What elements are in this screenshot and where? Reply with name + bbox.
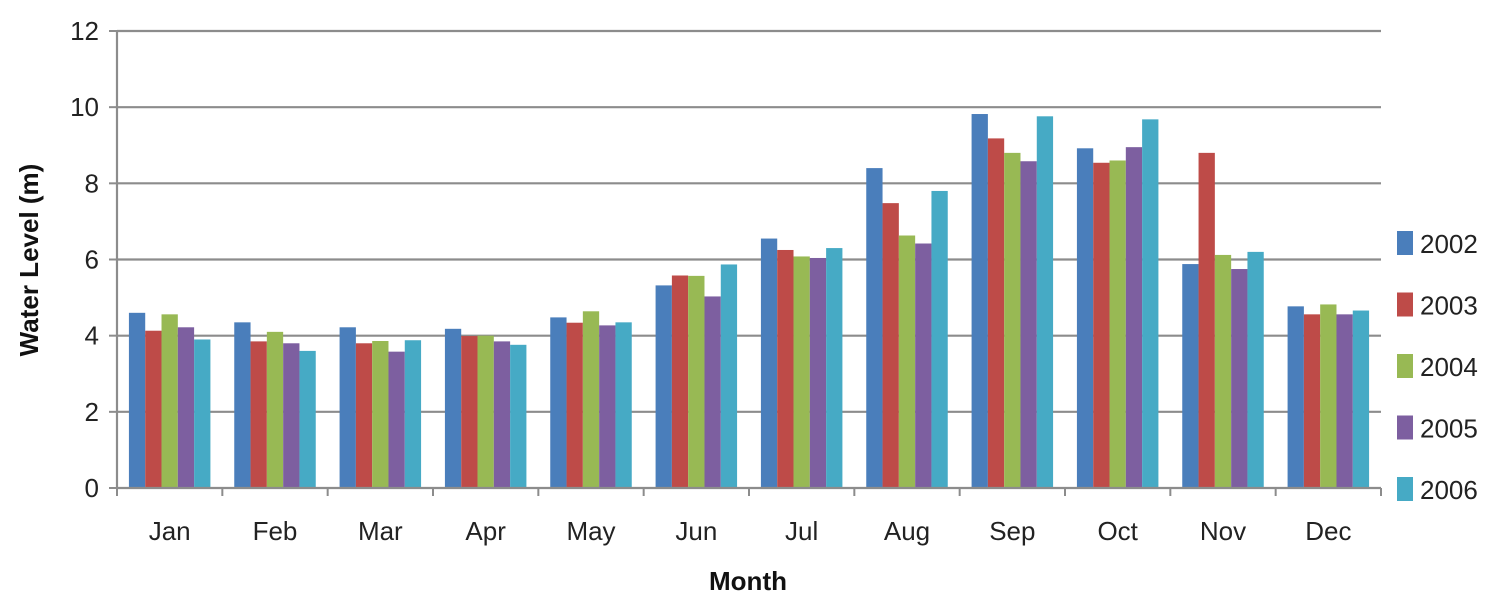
bar-2002-apr: [444, 328, 462, 488]
bar-2003-jun: [671, 275, 689, 488]
bar-2003-apr: [461, 336, 478, 488]
x-tick-label: Oct: [1097, 516, 1138, 546]
bar-2002-nov: [1182, 264, 1199, 488]
bar-2003-jul: [777, 249, 794, 488]
bar-2006-feb: [299, 350, 316, 488]
axes: [109, 30, 1382, 496]
y-tick-label: 4: [85, 321, 99, 351]
bar-2004-nov: [1214, 254, 1232, 488]
bar-2004-may: [582, 311, 600, 488]
x-tick-label: Jan: [149, 516, 191, 546]
bar-2005-jul: [809, 257, 827, 488]
x-tick-label: Sep: [989, 516, 1035, 546]
bar-2002-jan: [128, 312, 146, 488]
bar-2006-oct: [1142, 119, 1159, 488]
bar-2005-oct: [1125, 147, 1143, 488]
bar-2004-dec: [1320, 304, 1337, 488]
y-axis-title: Water Level (m): [14, 164, 44, 357]
legend-label: 2004: [1420, 352, 1478, 382]
bar-2004-mar: [372, 340, 389, 488]
bar-2006-jan: [194, 339, 211, 488]
bar-2005-dec: [1336, 314, 1353, 488]
legend: 2002 2003 2004 2005 2006: [1397, 229, 1478, 505]
bar-2003-aug: [882, 203, 899, 489]
y-tick-labels: 0 2 4 6 8 10 12: [70, 16, 99, 503]
y-tick-label: 12: [70, 16, 99, 46]
x-tick-labels: Jan Feb Mar Apr May Jun Jul Aug Sep Oct Nov Dec: [149, 516, 1352, 546]
legend-swatch: [1397, 292, 1413, 317]
bar-2003-dec: [1303, 314, 1321, 488]
x-tick-label: Jun: [675, 516, 717, 546]
bar-2002-sep: [971, 114, 988, 488]
bar-2005-jun: [704, 296, 721, 488]
bar-2006-apr: [510, 344, 527, 488]
legend-label: 2003: [1420, 291, 1478, 321]
bar-2005-may: [599, 325, 616, 488]
y-tick-label: 6: [85, 245, 99, 275]
bar-2006-may: [615, 322, 632, 488]
legend-swatch: [1397, 231, 1413, 255]
bar-2004-apr: [477, 335, 494, 488]
y-tick-label: 0: [85, 473, 99, 503]
x-tick-label: Dec: [1305, 516, 1351, 546]
x-tick-label: Apr: [465, 516, 506, 546]
x-tick-label: May: [566, 516, 615, 546]
bar-2002-mar: [339, 327, 356, 488]
bar-2006-mar: [404, 340, 422, 488]
bar-2006-sep: [1036, 116, 1054, 488]
bar-2002-jun: [655, 285, 672, 488]
bar-2002-oct: [1076, 148, 1094, 488]
bar-2006-aug: [931, 190, 948, 488]
bars: [128, 114, 1370, 489]
bar-2004-feb: [266, 331, 284, 488]
bar-2002-feb: [234, 322, 251, 488]
x-tick-label: Jul: [785, 516, 818, 546]
bar-2006-dec: [1352, 310, 1370, 488]
bar-2004-jul: [793, 256, 810, 488]
legend-swatch: [1397, 415, 1413, 440]
legend-swatch: [1397, 477, 1413, 501]
legend-label: 2005: [1420, 414, 1478, 444]
x-tick-label: Mar: [358, 516, 403, 546]
bar-2004-aug: [898, 235, 916, 488]
bar-2005-feb: [283, 343, 300, 488]
bar-2003-oct: [1093, 162, 1110, 489]
bar-2006-jul: [826, 248, 843, 488]
bar-2003-jan: [145, 330, 162, 488]
bar-2003-nov: [1198, 152, 1215, 488]
legend-swatch: [1397, 354, 1413, 378]
bar-2002-aug: [866, 168, 883, 488]
bar-2005-jan: [177, 327, 195, 488]
bar-2005-aug: [915, 243, 932, 488]
bar-2004-oct: [1109, 160, 1126, 488]
bar-2005-apr: [493, 341, 511, 488]
bar-2004-jan: [161, 314, 178, 488]
bar-2006-jun: [720, 264, 738, 488]
bar-2002-jul: [760, 238, 778, 488]
x-tick-label: Feb: [253, 516, 298, 546]
bar-2003-feb: [250, 341, 267, 488]
bar-2005-sep: [1020, 161, 1037, 488]
bar-2002-may: [550, 317, 567, 488]
bar-2006-nov: [1247, 251, 1264, 488]
y-tick-label: 8: [85, 168, 99, 198]
gridlines: [117, 29, 1381, 413]
x-tick-label: Nov: [1200, 516, 1246, 546]
bar-2002-dec: [1287, 306, 1304, 488]
legend-label: 2006: [1420, 475, 1478, 505]
x-axis-title: Month: [709, 566, 787, 595]
bar-2005-mar: [388, 351, 405, 488]
bar-2003-sep: [987, 138, 1005, 488]
y-tick-label: 2: [85, 397, 99, 427]
bar-2003-may: [566, 322, 583, 488]
x-tick-label: Aug: [884, 516, 930, 546]
legend-label: 2002: [1420, 229, 1478, 259]
bar-2004-jun: [688, 275, 705, 488]
bar-2004-sep: [1004, 152, 1021, 488]
y-tick-label: 10: [70, 92, 99, 122]
bar-2003-mar: [355, 343, 373, 488]
bar-2005-nov: [1231, 269, 1248, 488]
